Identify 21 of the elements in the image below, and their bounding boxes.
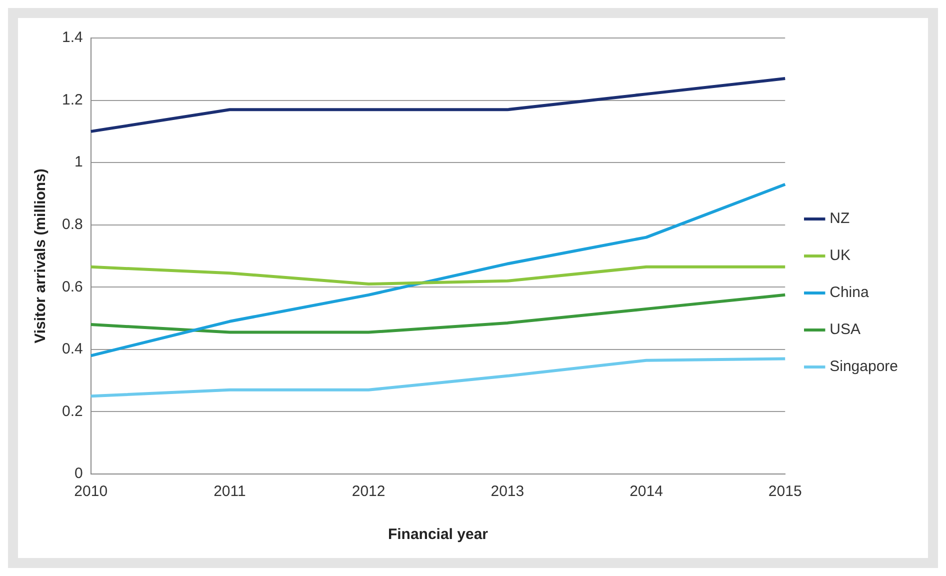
x-tick-label: 2011: [214, 483, 246, 500]
y-tick-label: 0: [74, 465, 83, 482]
legend-label: Singapore: [830, 358, 898, 376]
y-axis-title: Visitor arrivals (millions): [32, 168, 50, 344]
legend-label: NZ: [830, 210, 850, 228]
y-tick-label: 1: [74, 154, 83, 171]
x-tick-label: 2014: [630, 483, 663, 500]
x-tick-label: 2012: [352, 483, 386, 500]
x-axis-title: Financial year: [388, 526, 488, 544]
y-tick-label: 0.6: [62, 278, 83, 296]
legend-label: UK: [830, 247, 850, 264]
legend-label: China: [830, 284, 870, 302]
y-tick-label: 0.8: [62, 216, 83, 233]
y-tick-label: 1.2: [62, 91, 83, 108]
y-tick-label: 0.4: [62, 340, 83, 358]
y-tick-label: 1.4: [62, 29, 83, 46]
x-tick-label: 2010: [74, 483, 108, 500]
x-tick-label: 2013: [490, 483, 524, 500]
legend-label: USA: [830, 321, 860, 338]
y-tick-label: 0.2: [62, 402, 83, 420]
x-tick-label: 2015: [768, 483, 802, 500]
